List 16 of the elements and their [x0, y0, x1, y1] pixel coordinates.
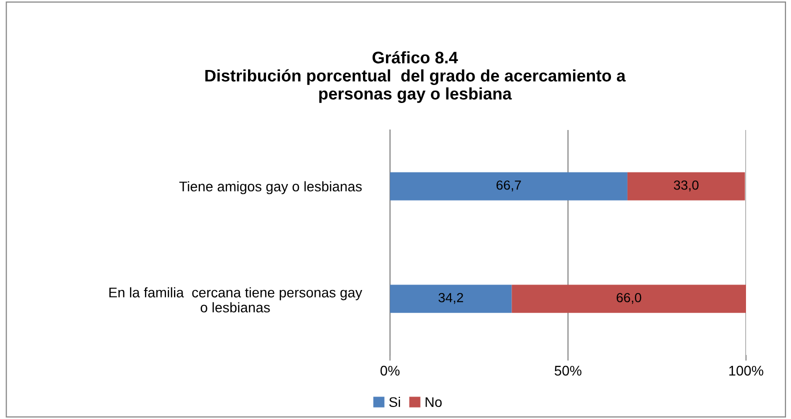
chart-title: Gráfico 8.4 Distribución porcentual del grado de acercamiento a personas gay o lesbiana	[205, 51, 626, 103]
bar	[390, 284, 512, 313]
data-label: 34,2	[438, 292, 464, 304]
legend-label: No	[426, 397, 442, 408]
x-tick-label: 0%	[380, 366, 400, 376]
legend-label: Si	[389, 396, 400, 408]
y-tick-label: Tiene amigos gay o lesbianas	[179, 181, 362, 194]
y-tick-label: En la familia cercana tiene personas gay o lesbianas	[109, 287, 362, 312]
x-tick-label: 50%	[554, 366, 582, 376]
bar	[627, 172, 745, 200]
data-label: 66,0	[616, 292, 642, 304]
data-label: 33,0	[674, 180, 699, 192]
data-label: 66,7	[496, 180, 521, 192]
x-tick-label: 100%	[729, 366, 764, 376]
bar	[512, 284, 746, 313]
bar	[390, 172, 628, 200]
